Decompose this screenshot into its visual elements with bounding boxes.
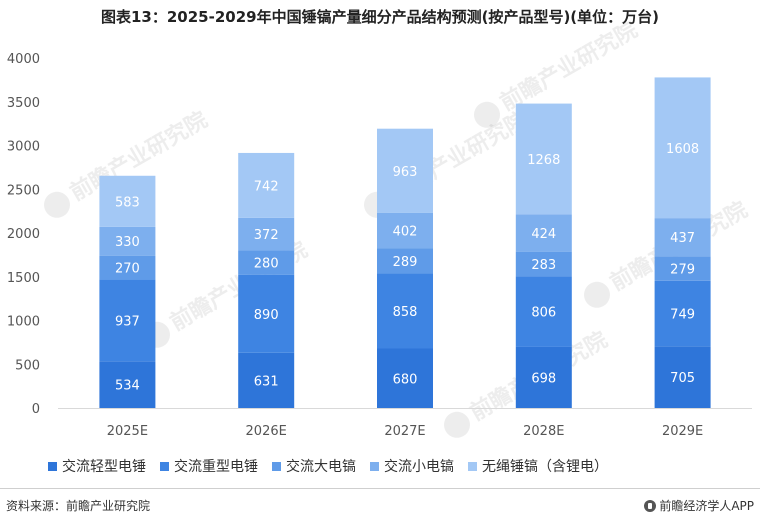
- bar-segment: [99, 175, 156, 227]
- bar-segment: [238, 217, 295, 251]
- data-label: 742: [254, 179, 279, 194]
- legend-label: 无绳锤镐（含锂电）: [482, 459, 608, 475]
- brand-name: 前瞻经济学人APP: [659, 499, 754, 513]
- legend-swatch: [160, 461, 169, 471]
- bar-segment: [99, 226, 156, 256]
- bar-segment: [377, 348, 433, 408]
- data-label: 280: [254, 257, 279, 272]
- y-tick-label: 3000: [7, 140, 40, 155]
- data-label: 937: [115, 314, 140, 329]
- x-tick-label: 2026E: [246, 424, 287, 439]
- bar-segment: [515, 276, 572, 347]
- bar-segment: [654, 256, 711, 281]
- data-label: 330: [115, 235, 140, 250]
- y-tick-label: 0: [32, 402, 40, 417]
- data-label: 1608: [666, 142, 699, 157]
- bar-segment: [377, 212, 433, 249]
- y-tick-label: 3500: [7, 96, 40, 111]
- bar-segment: [238, 352, 295, 408]
- data-label: 858: [393, 305, 418, 320]
- legend-swatch: [272, 461, 281, 471]
- data-label: 749: [670, 308, 695, 323]
- bar-segment: [377, 273, 433, 349]
- data-label: 437: [670, 231, 695, 246]
- bar-segment: [654, 280, 711, 347]
- data-label: 583: [115, 195, 140, 210]
- brand-logo-icon: [644, 499, 657, 512]
- legend-item: 无绳锤镐（含锂电）: [468, 456, 608, 476]
- y-tick-label: 500: [15, 358, 40, 373]
- bar-segment: [99, 255, 156, 280]
- data-label: 890: [254, 308, 279, 323]
- data-label: 283: [531, 258, 556, 273]
- chart-title: 图表13：2025-2029年中国锤镐产量细分产品结构预测(按产品型号)(单位：…: [100, 8, 660, 26]
- watermark-logo-icon: [444, 411, 470, 438]
- bar-segment: [654, 77, 711, 219]
- y-tick-label: 2500: [7, 183, 40, 198]
- watermark-logo-icon: [474, 101, 500, 128]
- bar-segment: [238, 152, 295, 218]
- chart-legend: 交流轻型电锤 交流重型电锤 交流大电镐 交流小电镐 无绳锤镐（含锂电）: [48, 455, 748, 477]
- data-label: 680: [393, 372, 418, 387]
- legend-swatch: [370, 461, 379, 471]
- bar-segment: [515, 103, 572, 215]
- x-tick-label: 2029E: [662, 424, 703, 439]
- source-note: 资料来源：前瞻产业研究院: [6, 499, 151, 513]
- bar-segment: [654, 218, 711, 257]
- legend-swatch: [468, 461, 477, 471]
- data-label: 424: [531, 227, 556, 242]
- bar-segment: [515, 251, 572, 277]
- bar-segment: [377, 128, 433, 213]
- watermark-logo-icon: [44, 191, 70, 218]
- data-label: 289: [393, 255, 418, 270]
- legend-item: 交流轻型电锤: [48, 456, 146, 476]
- data-label: 279: [670, 263, 695, 278]
- y-tick-label: 1500: [7, 271, 40, 286]
- watermark-text: 前瞻产业研究院: [496, 17, 642, 117]
- bar-segment: [654, 346, 711, 408]
- data-label: 806: [531, 306, 556, 321]
- bar-segment: [515, 214, 572, 252]
- x-tick-label: 2027E: [384, 424, 425, 439]
- data-label: 402: [393, 225, 418, 240]
- data-label: 372: [254, 228, 279, 243]
- legend-label: 交流重型电锤: [174, 459, 258, 475]
- watermark-logo-icon: [584, 281, 610, 308]
- legend-label: 交流小电镐: [384, 459, 454, 475]
- x-tick-label: 2028E: [523, 424, 564, 439]
- bar-segment: [238, 250, 295, 275]
- data-label: 705: [670, 371, 695, 386]
- legend-label: 交流大电镐: [286, 459, 356, 475]
- data-label: 631: [254, 374, 279, 389]
- bar-segment: [238, 274, 295, 353]
- y-tick-label: 1000: [7, 315, 40, 330]
- bar-segment: [99, 279, 156, 362]
- data-label: 270: [115, 261, 140, 276]
- legend-item: 交流重型电锤: [160, 456, 258, 476]
- bar-segment: [515, 346, 572, 408]
- legend-swatch: [48, 461, 57, 471]
- legend-item: 交流小电镐: [370, 456, 454, 476]
- x-tick-label: 2025E: [107, 424, 148, 439]
- data-label: 963: [393, 165, 418, 180]
- data-label: 1268: [527, 153, 560, 168]
- bar-segment: [99, 361, 156, 408]
- legend-label: 交流轻型电锤: [62, 459, 146, 475]
- data-label: 534: [115, 379, 140, 394]
- legend-item: 交流大电镐: [272, 456, 356, 476]
- footer-divider: [0, 488, 760, 489]
- y-tick-label: 4000: [7, 52, 40, 67]
- brand-credit: 前瞻经济学人APP: [644, 497, 754, 514]
- y-tick-label: 2000: [7, 227, 40, 242]
- data-label: 698: [531, 371, 556, 386]
- stacked-bar-chart: 前瞻产业研究院前瞻产业研究院前瞻产业研究院前瞻产业研究院前瞻产业研究院前瞻产业研…: [7, 17, 752, 439]
- bar-segment: [377, 248, 433, 274]
